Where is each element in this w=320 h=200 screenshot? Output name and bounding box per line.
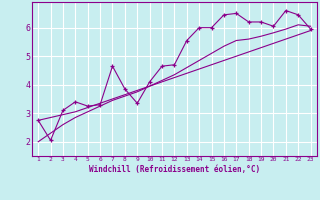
X-axis label: Windchill (Refroidissement éolien,°C): Windchill (Refroidissement éolien,°C) [89, 165, 260, 174]
